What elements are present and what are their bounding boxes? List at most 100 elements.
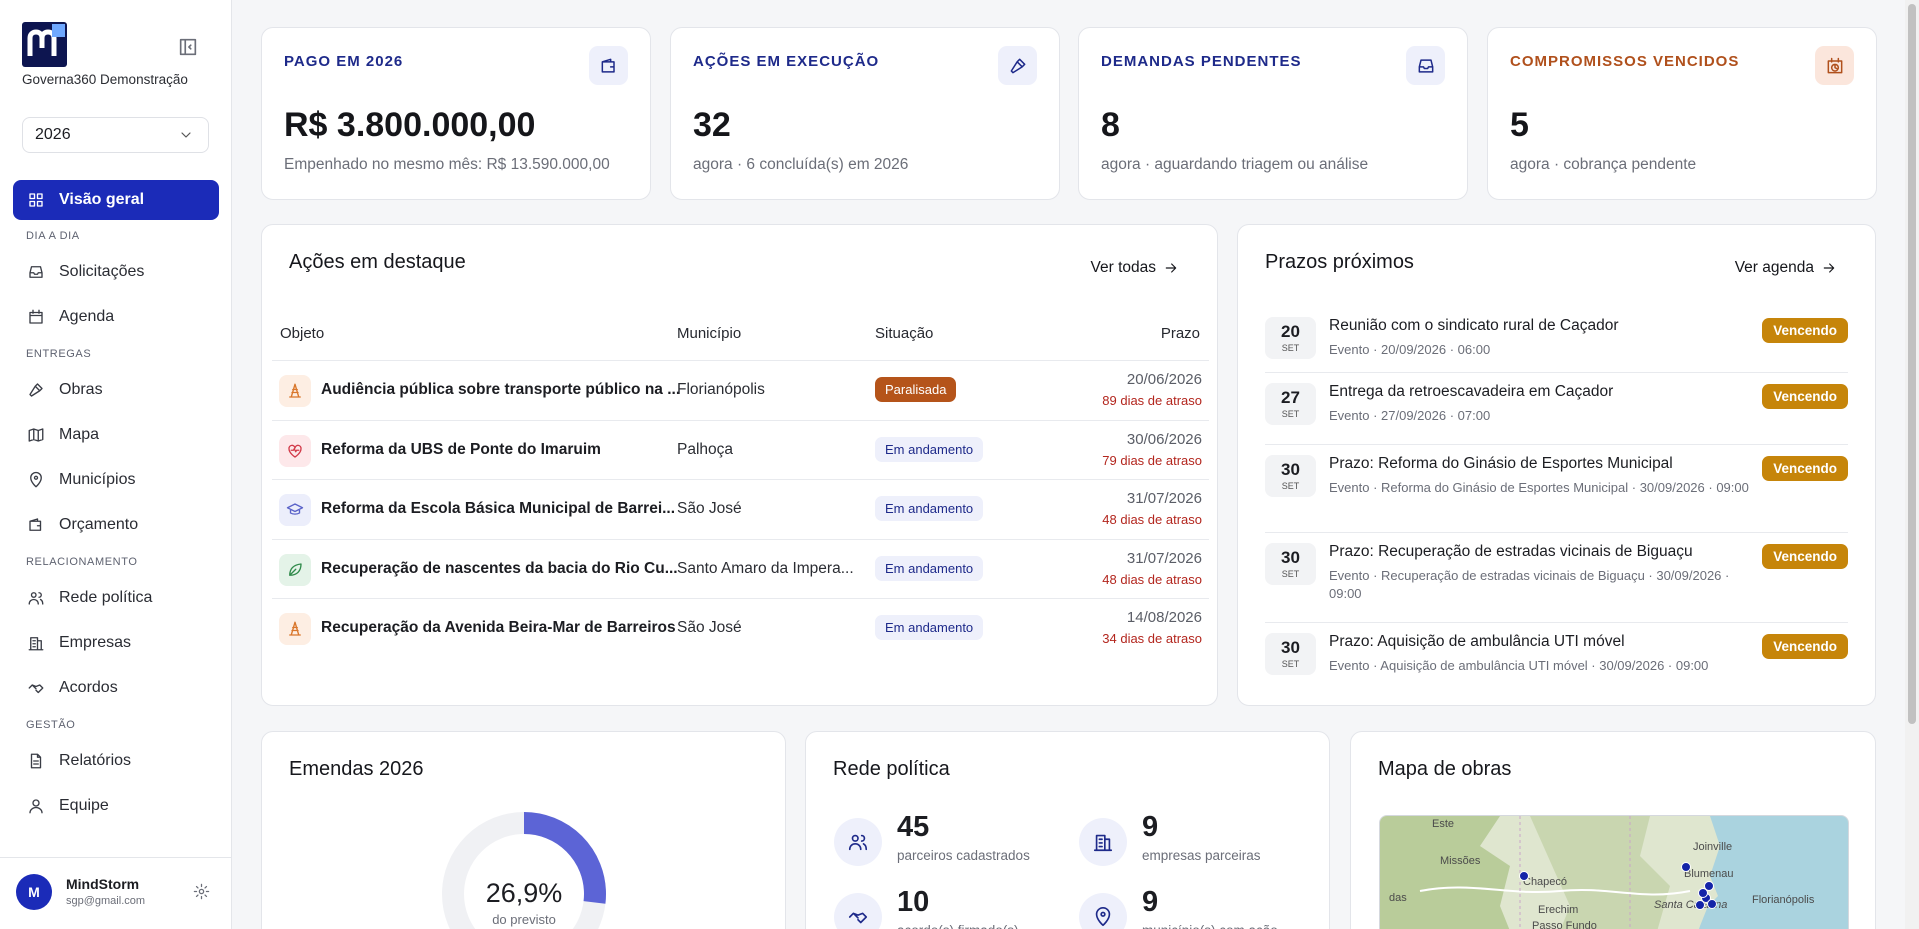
table-row[interactable]: Reforma da UBS de Ponte do Imaruim Palhoç… — [272, 419, 1209, 480]
deadline-item[interactable]: 30 SET Prazo: Recuperação de estradas vici… — [1265, 533, 1848, 623]
map-label: das — [1389, 892, 1407, 904]
stat-icon — [1815, 46, 1854, 85]
atraso: 89 dias de atraso — [1102, 393, 1202, 408]
nav-item[interactable]: Solicitações — [13, 252, 219, 292]
deadline-title: Prazo: Recuperação de estradas vicinais … — [1329, 543, 1693, 560]
stat-icon — [1406, 46, 1445, 85]
divider — [0, 857, 232, 858]
deadline-item[interactable]: 20 SET Reunião com o sindicato rural de Ca… — [1265, 307, 1848, 373]
nav-item[interactable]: Relatórios — [13, 741, 219, 781]
table-row[interactable]: Recuperação de nascentes da bacia do Rio… — [272, 538, 1209, 599]
map-label: Florianópolis — [1752, 894, 1815, 906]
map: Este Missões Chapecó Erechim Passo Fundo Join… — [1379, 815, 1849, 929]
deadline-detail: Evento · 27/09/2026 · 07:00 — [1329, 408, 1491, 423]
map-marker[interactable] — [1519, 871, 1529, 881]
prazo: 31/07/2026 — [1126, 549, 1202, 567]
nav-item[interactable]: Visão geral — [13, 180, 219, 220]
card-title: Prazos próximos — [1265, 251, 1414, 273]
icon — [28, 427, 44, 442]
map-marker[interactable] — [1681, 862, 1691, 872]
icon — [29, 382, 43, 397]
situacao: Em andamento — [875, 615, 984, 640]
map-marker[interactable] — [1695, 900, 1705, 910]
map-label: Blumenau — [1684, 868, 1734, 880]
nav-label: Relatórios — [59, 751, 132, 769]
stat-card: AÇÕES EM EXECUÇÃO 32 agora · 6 concluída(s… — [670, 27, 1060, 200]
avatar: M — [16, 874, 52, 910]
date-box: 30 SET — [1265, 543, 1316, 585]
map-marker[interactable] — [1698, 888, 1708, 898]
deadline-item[interactable]: 30 SET Prazo: Reforma do Ginásio de Esport… — [1265, 445, 1848, 533]
see-all-link[interactable]: Ver todas — [1091, 259, 1180, 277]
nav-item[interactable]: Empresas — [13, 623, 219, 663]
date-box: 30 SET — [1265, 633, 1316, 675]
nav-label: Equipe — [59, 796, 109, 814]
nav-section: DIA A DIA — [26, 230, 80, 242]
situacao: Em andamento — [875, 436, 984, 462]
icon — [181, 132, 191, 138]
deadline-item[interactable]: 27 SET Entrega da retroescavadeira em Caça… — [1265, 373, 1848, 445]
month: SET — [1281, 569, 1300, 579]
month: SET — [1281, 481, 1300, 491]
nav-item[interactable]: Equipe — [13, 786, 219, 826]
stat-value: R$ 3.800.000,00 — [284, 106, 536, 144]
nav-item[interactable]: Obras — [13, 370, 219, 410]
icon — [28, 636, 44, 650]
nav-label: Mapa — [59, 425, 100, 443]
table-row[interactable]: Reforma da Escola Básica Municipal de Ba… — [272, 479, 1209, 539]
nav-item[interactable]: Municípios — [13, 460, 219, 500]
year-select[interactable]: 2026 — [22, 117, 209, 153]
percent-caption: do previsto — [492, 912, 556, 927]
sidebar-toggle[interactable] — [177, 36, 199, 63]
nav-item[interactable]: Orçamento — [13, 505, 219, 545]
atraso: 79 dias de atraso — [1102, 452, 1202, 468]
day: 30 — [1281, 460, 1300, 479]
logo — [22, 22, 67, 67]
map-marker[interactable] — [1704, 881, 1714, 891]
month: SET — [1281, 343, 1300, 353]
rede-value: 10 — [897, 886, 930, 918]
actions-card: Ações em destaque Ver todas Objeto Municípi… — [261, 224, 1218, 706]
objeto: Recuperação de nascentes da bacia do Rio… — [321, 559, 678, 577]
nav-item[interactable]: Agenda — [13, 297, 219, 337]
stat-card: DEMANDAS PENDENTES 8 agora · aguardando tr… — [1078, 27, 1468, 200]
agenda-link[interactable]: Ver agenda — [1735, 259, 1837, 277]
nav-item[interactable]: Acordos — [13, 668, 219, 708]
settings[interactable] — [193, 883, 210, 905]
stat-icon — [589, 46, 628, 85]
nav-section: GESTÃO — [26, 719, 76, 731]
map-label: Missões — [1440, 855, 1481, 867]
icon — [289, 562, 302, 576]
nav-label: Municípios — [59, 470, 136, 488]
link-text: Ver agenda — [1734, 259, 1814, 276]
objeto: Reforma da UBS de Ponte do Imaruim — [321, 440, 601, 458]
table-row[interactable]: Recuperação da Avenida Beira-Mar de Barr… — [272, 598, 1209, 658]
icon — [288, 444, 302, 458]
donut-arc — [442, 812, 606, 929]
stat-subtitle: agora · cobrança pendente — [1510, 156, 1697, 173]
stat-title: COMPROMISSOS VENCIDOS — [1510, 53, 1740, 70]
deadline-item[interactable]: 30 SET Prazo: Aquisição de ambulância UTI … — [1265, 623, 1848, 693]
stat-subtitle: Empenhado no mesmo mês: R$ 13.590.000,00 — [284, 156, 610, 173]
icon — [29, 193, 43, 207]
row-icon — [279, 375, 311, 407]
emendas-card: Emendas 2026 26,9% do previsto — [261, 731, 786, 929]
scroll-thumb[interactable] — [1908, 4, 1916, 724]
nav-item[interactable]: Mapa — [13, 415, 219, 455]
situacao: Em andamento — [875, 496, 984, 521]
nav-item[interactable]: Rede política — [13, 578, 219, 618]
day: 20 — [1281, 322, 1300, 341]
table-row[interactable]: Audiência pública sobre transporte públi… — [272, 360, 1209, 420]
stat-value: 5 — [1510, 106, 1529, 144]
deadline-detail: Evento · Recuperação de estradas vicinai… — [1329, 568, 1730, 601]
year-value: 2026 — [35, 126, 71, 143]
icon — [28, 683, 44, 693]
map-marker[interactable] — [1707, 899, 1717, 909]
prazo: 20/06/2026 — [1126, 371, 1202, 388]
status-badge: Vencendo — [1762, 384, 1848, 409]
icon — [286, 503, 304, 515]
atraso: 48 dias de atraso — [1102, 512, 1202, 527]
stat-icon — [834, 818, 882, 866]
card-title: Mapa de obras — [1378, 758, 1512, 780]
status-badge: Vencendo — [1762, 634, 1848, 659]
